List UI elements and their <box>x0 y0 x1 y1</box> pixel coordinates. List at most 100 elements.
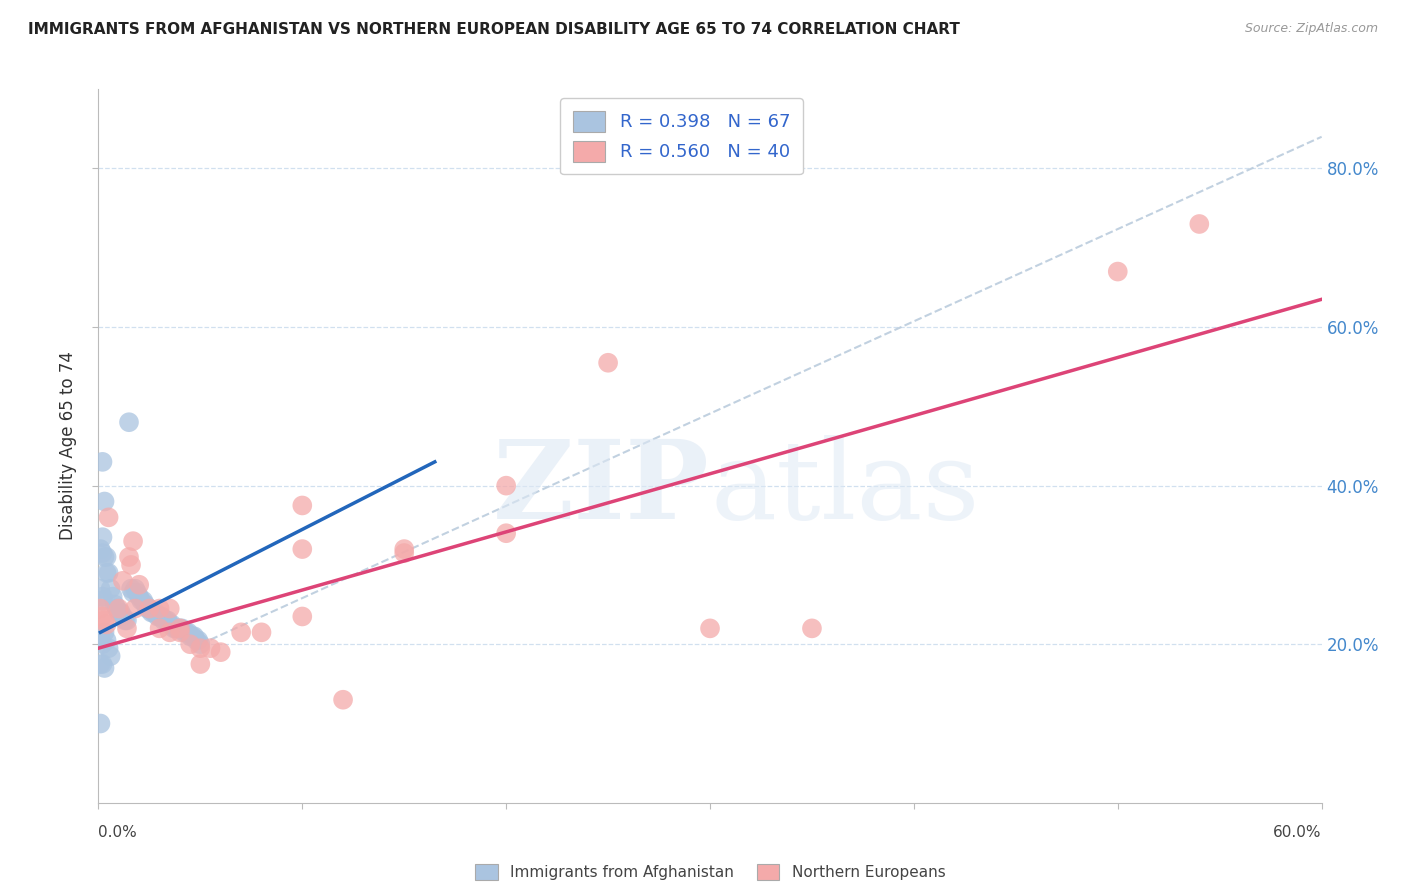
Point <box>170 621 193 635</box>
Point <box>181 629 204 643</box>
Point <box>163 621 186 635</box>
Point <box>120 558 142 572</box>
Point <box>332 692 354 706</box>
Point <box>96 633 118 648</box>
Point <box>115 621 138 635</box>
Point <box>97 510 120 524</box>
Point <box>111 574 134 588</box>
Point <box>120 582 142 596</box>
Text: 0.0%: 0.0% <box>98 825 138 840</box>
Point <box>155 614 177 628</box>
Point <box>115 614 138 628</box>
Point <box>169 625 191 640</box>
Point <box>159 625 181 640</box>
Point <box>149 609 172 624</box>
Point <box>173 625 195 640</box>
Point <box>101 590 124 604</box>
Point <box>149 621 172 635</box>
Point <box>91 637 114 651</box>
Point <box>93 614 115 628</box>
Point <box>91 593 114 607</box>
Point <box>231 625 253 640</box>
Point <box>96 549 118 564</box>
Point <box>136 601 159 615</box>
Point <box>149 601 172 615</box>
Point <box>93 661 115 675</box>
Point <box>179 629 201 643</box>
Point <box>142 606 165 620</box>
Point <box>200 641 222 656</box>
Point <box>179 637 201 651</box>
Point <box>122 585 145 599</box>
Point <box>93 494 115 508</box>
Point <box>97 641 120 656</box>
Point <box>124 582 146 596</box>
Point <box>291 542 314 557</box>
Point <box>159 617 181 632</box>
Point <box>152 614 174 628</box>
Point <box>91 530 114 544</box>
Point <box>91 455 114 469</box>
Point <box>93 549 115 564</box>
Point <box>165 621 187 635</box>
Point <box>177 625 200 640</box>
Point <box>108 606 131 620</box>
Point <box>141 606 163 620</box>
Point <box>91 609 114 624</box>
Point <box>169 621 191 635</box>
Point <box>169 621 191 635</box>
Text: atlas: atlas <box>710 435 980 542</box>
Point <box>89 629 111 643</box>
Point <box>128 578 150 592</box>
Point <box>146 609 169 624</box>
Point <box>132 593 155 607</box>
Text: ZIP: ZIP <box>494 435 710 542</box>
Point <box>188 641 212 656</box>
Point <box>89 582 111 596</box>
Point <box>91 546 114 560</box>
Point <box>134 598 156 612</box>
Point <box>96 617 118 632</box>
Point <box>291 609 314 624</box>
Point <box>495 526 517 541</box>
Point <box>174 625 197 640</box>
Point <box>111 609 134 624</box>
Y-axis label: Disability Age 65 to 74: Disability Age 65 to 74 <box>59 351 77 541</box>
Point <box>93 625 115 640</box>
Point <box>160 617 183 632</box>
Text: IMMIGRANTS FROM AFGHANISTAN VS NORTHERN EUROPEAN DISABILITY AGE 65 TO 74 CORRELA: IMMIGRANTS FROM AFGHANISTAN VS NORTHERN … <box>28 22 960 37</box>
Point <box>801 621 824 635</box>
Point <box>495 478 517 492</box>
Point <box>188 637 212 651</box>
Point <box>159 601 181 615</box>
Point <box>127 585 149 599</box>
Point <box>114 614 136 628</box>
Point <box>392 542 416 557</box>
Point <box>699 621 721 635</box>
Point <box>96 566 118 580</box>
Point <box>100 582 122 596</box>
Point <box>392 546 416 560</box>
Point <box>167 621 190 635</box>
Point <box>97 566 120 580</box>
Point <box>145 606 167 620</box>
Text: 60.0%: 60.0% <box>1274 825 1322 840</box>
Point <box>108 601 131 615</box>
Point <box>110 606 132 620</box>
Point <box>91 657 114 671</box>
Point <box>188 657 212 671</box>
Point <box>1107 264 1129 278</box>
Point <box>89 542 111 557</box>
Point <box>138 601 160 615</box>
Point <box>187 633 209 648</box>
Point <box>128 590 150 604</box>
Point <box>124 601 146 615</box>
Point <box>89 657 111 671</box>
Point <box>129 593 152 607</box>
Point <box>598 356 620 370</box>
Point <box>89 716 111 731</box>
Point <box>89 601 111 615</box>
Point <box>122 534 145 549</box>
Text: Source: ZipAtlas.com: Source: ZipAtlas.com <box>1244 22 1378 36</box>
Point <box>250 625 273 640</box>
